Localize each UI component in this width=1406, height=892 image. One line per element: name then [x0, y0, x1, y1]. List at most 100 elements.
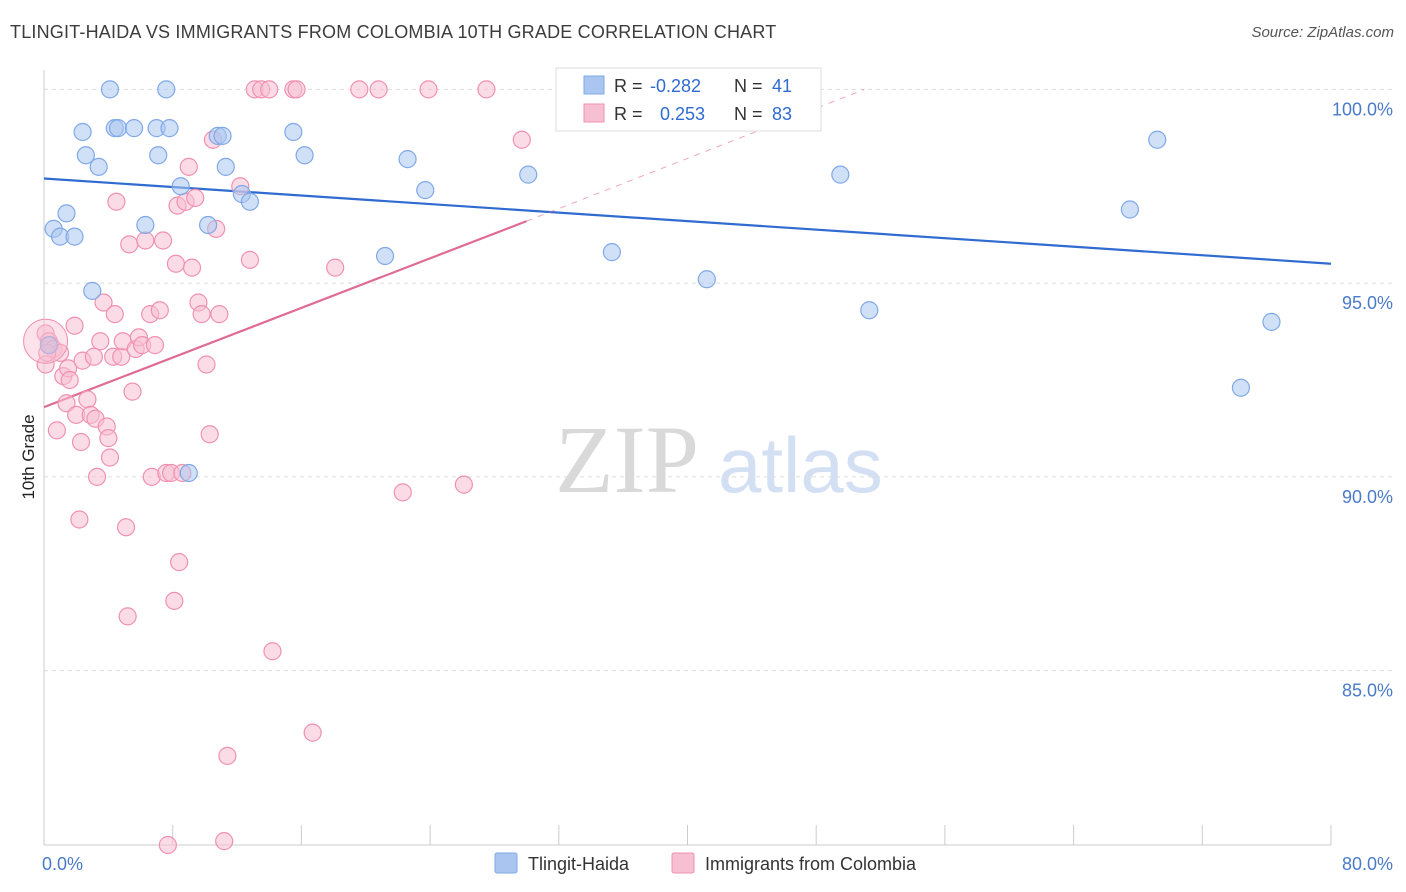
- data-point: [1262, 312, 1281, 331]
- stats-legend: R = -0.282 N = 41 R = 0.253 N = 83: [555, 67, 822, 132]
- data-point: [215, 832, 234, 851]
- data-point: [39, 336, 58, 355]
- data-point: [166, 254, 186, 273]
- data-point: [350, 80, 369, 99]
- legend-n-value-1: 41: [772, 76, 792, 96]
- data-point: [240, 250, 260, 269]
- series-legend: Tlingit-Haida Immigrants from Colombia: [494, 852, 917, 874]
- data-point: [160, 119, 179, 138]
- series-points-colombia: [36, 80, 531, 855]
- data-point: [57, 204, 76, 223]
- data-point: [326, 258, 345, 277]
- data-point: [398, 150, 417, 169]
- bottom-legend-swatch-colombia: [671, 852, 695, 874]
- data-point: [375, 246, 395, 266]
- data-point: [60, 370, 79, 390]
- data-point: [198, 215, 218, 235]
- data-point: [170, 553, 189, 572]
- data-point: [71, 432, 91, 452]
- data-point: [477, 80, 496, 99]
- data-point: [136, 215, 155, 235]
- data-point: [118, 607, 137, 626]
- data-point: [70, 510, 89, 529]
- grid: [44, 88, 1392, 672]
- bottom-legend-label-tlingit: Tlingit-Haida: [528, 854, 630, 874]
- y-tick-label: 95.0%: [1342, 293, 1393, 313]
- data-point: [1148, 130, 1167, 149]
- legend-n-label-2: N =: [734, 104, 763, 124]
- legend-n-value-2: 83: [772, 104, 792, 124]
- legend-r-label-1: R =: [614, 76, 643, 96]
- data-point: [123, 382, 142, 401]
- data-point: [602, 243, 621, 262]
- data-point: [65, 316, 84, 335]
- y-tick-label: 85.0%: [1342, 681, 1393, 701]
- data-point: [76, 146, 95, 165]
- data-point: [47, 421, 66, 440]
- data-point: [136, 231, 155, 250]
- data-point: [65, 227, 84, 246]
- legend-n-label-1: N =: [734, 76, 763, 96]
- data-point: [83, 281, 102, 300]
- axes: 100.0% 95.0% 90.0% 85.0% 0.0% 80.0%: [42, 70, 1393, 874]
- data-point: [89, 157, 108, 176]
- x-tick-label: 80.0%: [1342, 854, 1393, 874]
- data-point: [303, 723, 322, 742]
- data-point: [697, 270, 716, 289]
- data-point: [179, 157, 198, 176]
- data-point: [120, 235, 139, 254]
- data-point: [197, 355, 216, 374]
- data-point: [263, 642, 282, 661]
- data-point: [512, 130, 531, 149]
- data-point: [100, 448, 120, 467]
- data-point: [218, 746, 237, 765]
- chart-source: Source: ZipAtlas.com: [1251, 24, 1394, 41]
- data-point: [23, 318, 69, 364]
- data-point: [216, 157, 235, 176]
- data-point: [419, 80, 438, 99]
- data-point: [369, 80, 388, 99]
- y-axis-title: 10th Grade: [19, 414, 38, 499]
- data-point: [213, 126, 232, 145]
- data-point: [73, 122, 92, 142]
- legend-r-label-2: R =: [614, 104, 643, 124]
- chart-title: TLINGIT-HAIDA VS IMMIGRANTS FROM COLOMBI…: [10, 22, 777, 42]
- data-point: [157, 80, 176, 99]
- x-tick-label: 0.0%: [42, 854, 83, 874]
- data-point: [182, 258, 202, 277]
- watermark-atlas: atlas: [718, 421, 883, 509]
- data-point: [78, 390, 97, 409]
- data-point: [84, 347, 103, 366]
- legend-swatch-colombia: [583, 103, 605, 123]
- bottom-legend-swatch-tlingit: [494, 852, 518, 874]
- data-point: [158, 835, 177, 855]
- data-point: [150, 301, 169, 320]
- data-point: [149, 146, 168, 165]
- data-point: [192, 305, 211, 324]
- data-point: [1120, 200, 1140, 219]
- data-point: [831, 165, 850, 184]
- data-point: [200, 425, 219, 444]
- data-point: [87, 467, 107, 486]
- trend-lines: [43, 88, 1332, 409]
- data-point: [454, 475, 473, 494]
- legend-r-value-2: 0.253: [660, 104, 705, 124]
- data-point: [260, 80, 279, 99]
- data-point: [153, 231, 173, 250]
- y-tick-label: 100.0%: [1332, 99, 1393, 119]
- data-point: [1231, 378, 1251, 397]
- watermark-zip: ZIP: [555, 406, 699, 513]
- data-point: [99, 429, 118, 448]
- trend-line-colombia: [43, 220, 528, 409]
- data-point: [519, 165, 538, 184]
- data-point: [210, 305, 229, 324]
- data-point: [107, 192, 126, 211]
- data-point: [295, 146, 314, 165]
- legend-swatch-tlingit: [583, 75, 605, 95]
- data-point: [57, 394, 76, 413]
- data-point: [94, 293, 113, 312]
- data-point: [860, 301, 879, 320]
- data-point: [240, 192, 260, 211]
- trend-line-tlingit-haida: [43, 177, 1332, 265]
